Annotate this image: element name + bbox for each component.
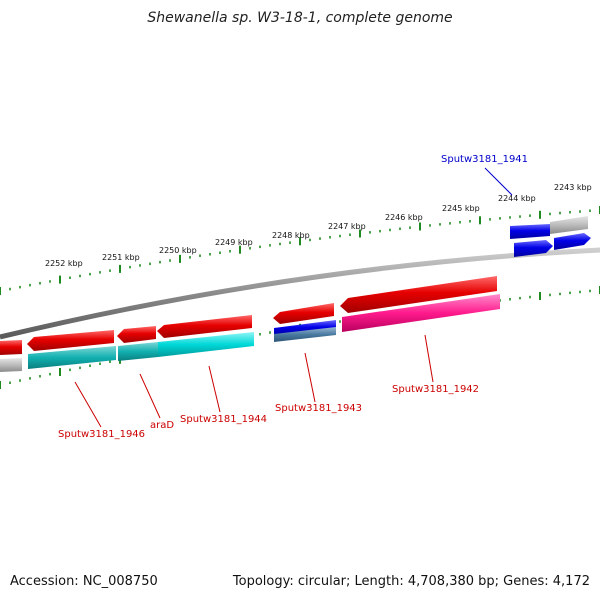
kbp-label: 2243 kbp [554,183,592,192]
gene-arrow-sputw3181-1941[interactable] [510,224,550,239]
kbp-label: 2250 kbp [159,246,197,255]
gene-label-sputw3181-1944[interactable]: Sputw3181_1944 [180,414,267,425]
kbp-label: 2245 kbp [442,204,480,213]
gene-arrow[interactable] [0,340,22,355]
gene-labels: Sputw3181_1941 Sputw3181_1942 Sputw3181_… [58,154,528,440]
genome-summary-text: Topology: circular; Length: 4,708,380 bp… [232,574,590,589]
gene-arrow-sputw3181-1942-rna[interactable] [342,294,500,332]
kbp-labels: 2252 kbp 2251 kbp 2250 kbp 2249 kbp 2248… [45,183,592,268]
gene-label-sputw3181-1946[interactable]: Sputw3181_1946 [58,429,145,440]
gene-arrow-sputw3181-1944[interactable] [157,315,252,338]
label-leaders [74,167,513,428]
map-title: Shewanella sp. W3-18-1, complete genome [147,10,453,26]
kbp-label: 2247 kbp [328,222,366,231]
accession-text: Accession: NC_008750 [10,574,158,589]
kbp-label: 2251 kbp [102,253,140,262]
kbp-label: 2246 kbp [385,213,423,222]
gene-arrow-sputw3181-1941-grey[interactable] [550,216,588,234]
gene-label-arad[interactable]: araD [150,420,174,431]
gene-arrow[interactable] [0,358,22,372]
gene-label-sputw3181-1943[interactable]: Sputw3181_1943 [275,403,362,414]
gene-arrow-sputw3181-1941c[interactable] [554,233,591,250]
gene-arrow-sputw3181-1942[interactable] [340,276,497,313]
gene-arrow-sputw3181-1941b[interactable] [514,240,553,257]
gene-arrow-sputw3181-1946[interactable] [27,330,114,351]
gene-arrow-arad-rna[interactable] [118,342,158,361]
gene-arrow-sputw3181-1944-rna[interactable] [158,332,254,357]
kbp-label: 2244 kbp [498,194,536,203]
gene-arrow-sputw3181-1943-steel[interactable] [274,327,336,342]
gene-label-sputw3181-1942[interactable]: Sputw3181_1942 [392,384,479,395]
gene-arrow-sputw3181-1946-rna[interactable] [28,346,116,369]
gene-arrow-sputw3181-1943[interactable] [273,303,334,324]
kbp-label: 2249 kbp [215,238,253,247]
outer-scale-ticks [0,206,600,295]
feature-track [0,216,591,372]
kbp-label: 2248 kbp [272,231,310,240]
gene-arrow-arad[interactable] [117,326,156,343]
gene-arrow-sputw3181-1943-blue[interactable] [274,320,336,336]
kbp-label: 2252 kbp [45,259,83,268]
gene-label-sputw3181-1941[interactable]: Sputw3181_1941 [441,154,528,165]
